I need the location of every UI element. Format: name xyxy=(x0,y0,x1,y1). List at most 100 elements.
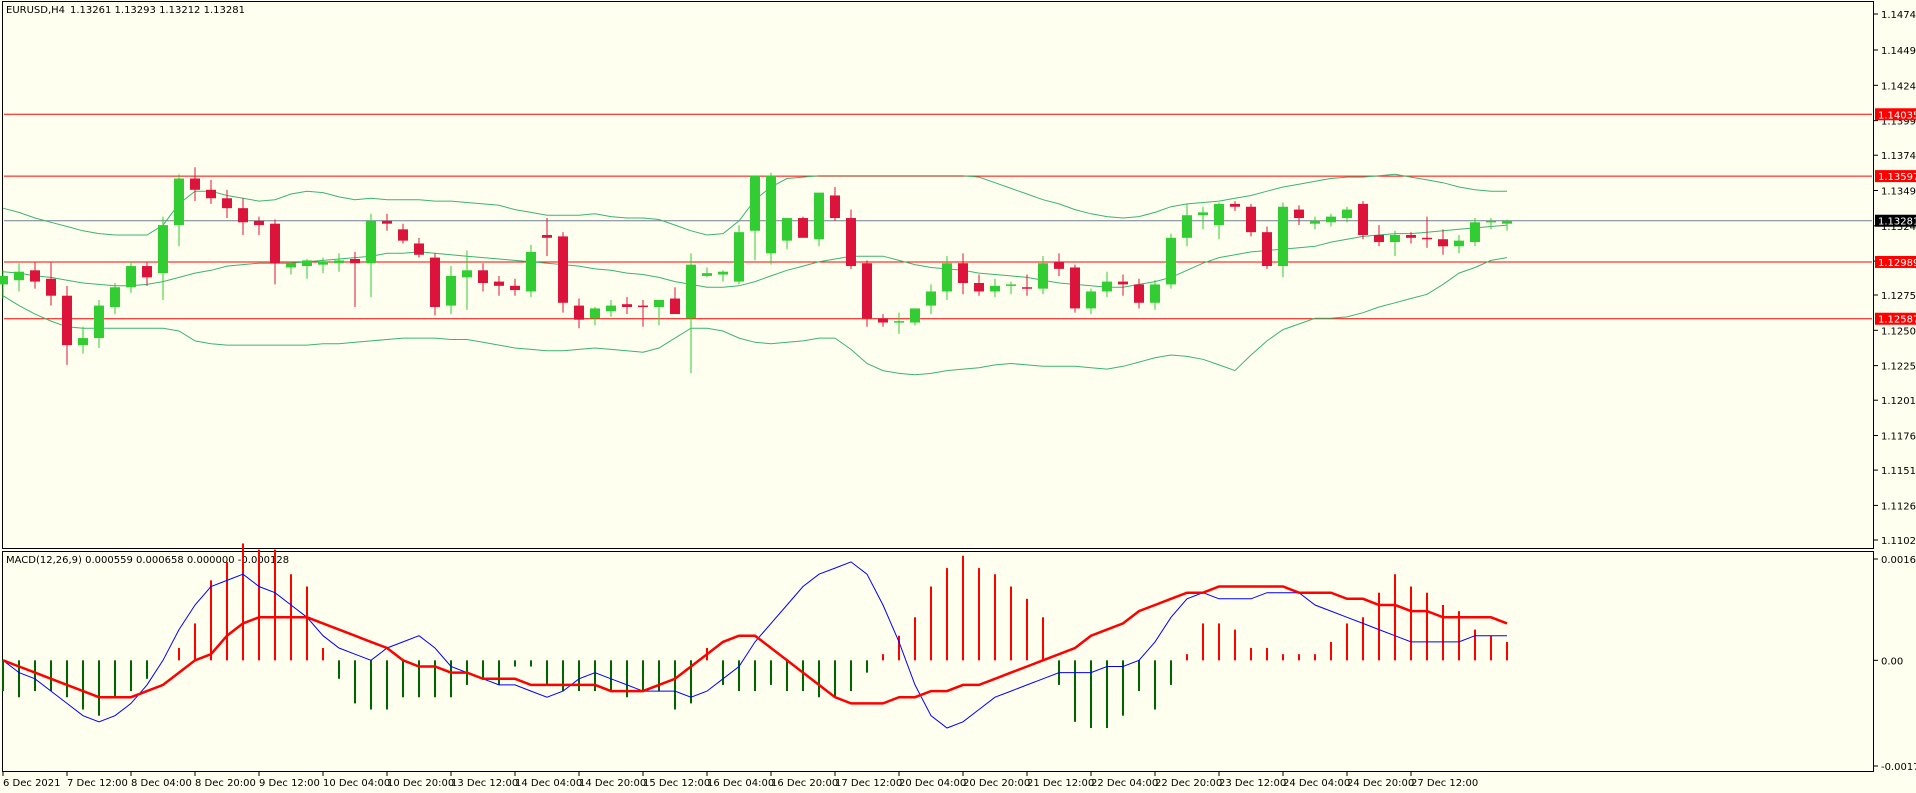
candle xyxy=(766,172,776,265)
candle xyxy=(1118,274,1128,296)
candle xyxy=(238,198,248,235)
candle-body xyxy=(862,263,872,319)
current-price-tag xyxy=(1875,214,1916,227)
candle-body xyxy=(670,298,680,315)
candle xyxy=(1246,203,1256,237)
candle-body xyxy=(1278,206,1288,267)
candle-body xyxy=(1038,263,1048,289)
macd-line xyxy=(2,561,1507,729)
candle-body xyxy=(1390,234,1400,243)
candle-body xyxy=(750,175,760,231)
price-axis-label: 1.14240 xyxy=(1881,81,1916,92)
candle xyxy=(606,299,616,317)
candle-body xyxy=(334,260,344,264)
candle xyxy=(462,250,472,310)
candle xyxy=(398,223,408,244)
current-price-tag-text: 1.13281 xyxy=(1878,217,1916,228)
chart-ohlc-readout: 1.13261 1.13293 1.13212 1.13281 xyxy=(70,5,245,16)
level-price-tag-text: 1.14035 xyxy=(1878,110,1916,121)
candle-body xyxy=(846,218,856,267)
candle-body xyxy=(894,321,904,323)
candle-body xyxy=(654,299,664,308)
price-axis-label: 1.13990 xyxy=(1881,117,1916,128)
time-axis-label: 20 Dec 04:00 xyxy=(899,778,966,789)
candle-body xyxy=(30,270,40,282)
candle xyxy=(686,253,696,374)
candle xyxy=(1086,288,1096,315)
candle-body xyxy=(126,266,136,288)
candle-body xyxy=(366,220,376,264)
price-axis-label: 1.13745 xyxy=(1881,151,1916,162)
price-axis-label: 1.11020 xyxy=(1881,536,1916,547)
candle-body xyxy=(1454,240,1464,247)
candle-body xyxy=(878,318,888,323)
candle xyxy=(846,209,856,269)
time-axis[interactable]: 6 Dec 2021 7 Dec 12:00 8 Dec 04:00 8 Dec 20… xyxy=(2,772,1478,789)
candle xyxy=(1310,216,1320,230)
candle xyxy=(814,192,824,247)
candle xyxy=(78,326,88,354)
candle-body xyxy=(1310,220,1320,224)
candle-body xyxy=(542,234,552,238)
candle xyxy=(142,261,152,286)
price-axis-label: 1.12755 xyxy=(1881,291,1916,302)
candle xyxy=(1422,216,1432,248)
price-axis-label: 1.13245 xyxy=(1881,222,1916,233)
candle xyxy=(1406,232,1416,244)
macd-axis[interactable]: 0.00168 0.00 -0.001718 xyxy=(1874,555,1916,773)
bollinger-lower-band xyxy=(2,257,1508,376)
candle-body xyxy=(318,261,328,265)
candle-body xyxy=(574,305,584,320)
candle xyxy=(558,232,568,313)
time-axis-label: 8 Dec 20:00 xyxy=(195,778,256,789)
level-price-tag xyxy=(1875,170,1916,183)
time-axis-label: 13 Dec 12:00 xyxy=(451,778,518,789)
candle-body xyxy=(782,218,792,241)
candle xyxy=(46,261,56,306)
candle-body xyxy=(1134,284,1144,303)
candles-layer xyxy=(0,167,1512,374)
candle xyxy=(62,285,72,365)
candle xyxy=(830,186,840,221)
candle xyxy=(1070,264,1080,313)
candle-body xyxy=(1486,220,1496,223)
bollinger-middle-band xyxy=(2,224,1508,288)
price-axis-label: 1.11760 xyxy=(1881,432,1916,443)
candle xyxy=(782,218,792,250)
candle xyxy=(318,257,328,274)
candle xyxy=(254,216,264,235)
level-price-tag-text: 1.12587 xyxy=(1878,315,1916,326)
level-price-tag-text: 1.13597 xyxy=(1878,172,1916,183)
candle-body xyxy=(350,258,360,264)
candle-body xyxy=(1006,284,1016,286)
candle xyxy=(222,189,232,219)
candle-body xyxy=(590,308,600,319)
candle xyxy=(798,216,808,238)
candle xyxy=(1470,218,1480,247)
candle xyxy=(990,278,1000,298)
candle-body xyxy=(1358,203,1368,235)
candle-body xyxy=(1438,239,1448,247)
candle xyxy=(1198,206,1208,230)
candle xyxy=(718,270,728,282)
candle xyxy=(270,219,280,285)
candle xyxy=(174,174,184,247)
candle-body xyxy=(702,273,712,276)
candle-body xyxy=(398,229,408,241)
candle-body xyxy=(1326,216,1336,223)
candle xyxy=(1502,219,1512,231)
candle-body xyxy=(158,225,168,274)
candle-body xyxy=(478,270,488,284)
time-axis-label: 21 Dec 12:00 xyxy=(1027,778,1094,789)
candle xyxy=(1150,280,1160,310)
price-axis-label: 1.11265 xyxy=(1881,501,1916,512)
candle xyxy=(1006,281,1016,295)
candle xyxy=(1230,201,1240,211)
candle-body xyxy=(14,271,24,281)
candle-body xyxy=(238,208,248,223)
time-axis-label: 16 Dec 20:00 xyxy=(771,778,838,789)
candle xyxy=(206,179,216,204)
candle-body xyxy=(494,281,504,286)
candle xyxy=(0,270,8,299)
